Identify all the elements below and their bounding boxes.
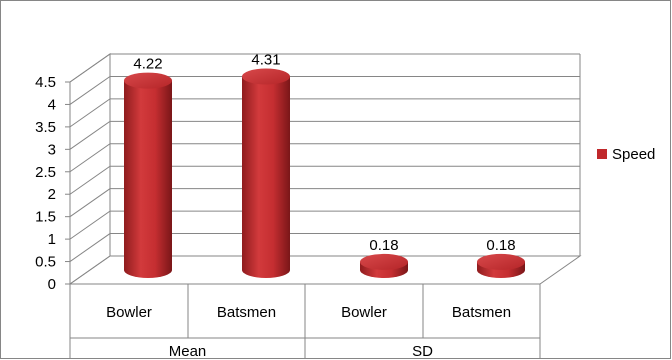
data-labels: 4.22 4.31 0.18 0.18 xyxy=(133,52,515,254)
gridline xyxy=(69,188,580,218)
gridline xyxy=(69,120,580,150)
y-tick-label: 1 xyxy=(48,231,56,248)
bar-batsmen-1 xyxy=(242,68,290,278)
y-axis-ticks: 0 0.5 1 1.5 2 2.5 3 3.5 4 4.5 xyxy=(35,74,71,293)
gridline xyxy=(69,53,580,83)
bar-top xyxy=(477,253,525,270)
bar-top xyxy=(242,68,290,85)
gridline xyxy=(69,210,580,240)
legend-label: Speed xyxy=(612,146,655,163)
category-label: Batsmen xyxy=(452,304,511,321)
bar-bowler-0 xyxy=(124,72,172,279)
bar-body xyxy=(242,76,290,278)
category-label: Batsmen xyxy=(217,304,276,321)
data-label: 4.31 xyxy=(251,52,280,69)
side-wall xyxy=(69,53,111,285)
data-label: 0.18 xyxy=(369,237,398,254)
category-label: Bowler xyxy=(341,304,387,321)
gridline xyxy=(69,233,580,262)
y-tick-label: 0 xyxy=(48,276,56,293)
data-label: 0.18 xyxy=(486,237,515,254)
gridline xyxy=(69,165,580,195)
gridline xyxy=(69,98,580,128)
bar-top xyxy=(360,253,408,270)
category-axis: Bowler Batsmen Bowler Batsmen Mean SD xyxy=(69,284,541,360)
group-label: SD xyxy=(412,343,433,360)
legend: Speed xyxy=(597,146,655,163)
y-tick-label: 0.5 xyxy=(35,254,56,271)
group-label: Mean xyxy=(169,343,207,360)
bar-body xyxy=(124,80,172,279)
bar-bowler-2 xyxy=(360,253,408,278)
y-tick-label: 1.5 xyxy=(35,209,56,226)
category-label: Bowler xyxy=(106,304,152,321)
y-tick-label: 2.5 xyxy=(35,164,56,181)
gridline xyxy=(69,143,580,173)
bar-batsmen-3 xyxy=(477,253,525,278)
y-tick-label: 3 xyxy=(48,141,56,158)
legend-swatch xyxy=(597,149,607,159)
gridline xyxy=(69,75,580,105)
y-tick-label: 2 xyxy=(48,186,56,203)
y-tick-label: 4 xyxy=(48,96,56,113)
plot-bars xyxy=(124,68,525,279)
y-tick-label: 4.5 xyxy=(35,74,56,91)
bar-top xyxy=(124,72,172,89)
data-label: 4.22 xyxy=(133,56,162,73)
y-tick-label: 3.5 xyxy=(35,119,56,136)
gridlines xyxy=(69,53,580,262)
